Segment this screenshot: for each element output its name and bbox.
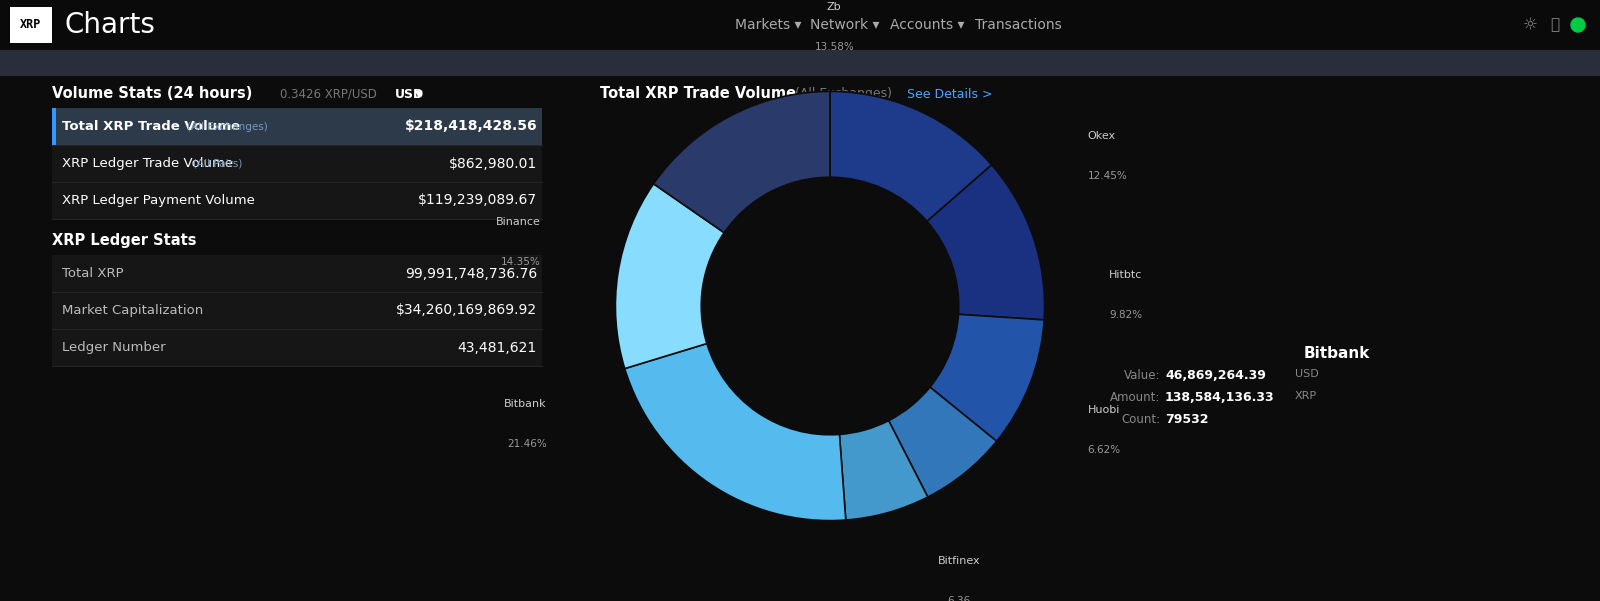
Text: XRP: XRP: [21, 19, 42, 31]
Wedge shape: [840, 421, 928, 520]
Text: USD: USD: [395, 88, 424, 100]
FancyBboxPatch shape: [0, 0, 1600, 50]
Text: Okex: Okex: [1088, 131, 1115, 141]
Wedge shape: [830, 91, 992, 221]
Text: Total XRP: Total XRP: [62, 267, 123, 280]
Text: 46,869,264.39: 46,869,264.39: [1165, 369, 1266, 382]
Text: 6.36: 6.36: [947, 596, 970, 601]
FancyBboxPatch shape: [51, 108, 542, 145]
Wedge shape: [930, 314, 1045, 441]
Text: 79532: 79532: [1165, 413, 1208, 426]
Text: USD: USD: [1294, 369, 1318, 379]
Text: Hitbtc: Hitbtc: [1109, 270, 1142, 280]
FancyBboxPatch shape: [51, 182, 542, 219]
Text: Transactions: Transactions: [974, 18, 1062, 32]
Text: 9.82%: 9.82%: [1109, 310, 1142, 320]
Text: $119,239,089.67: $119,239,089.67: [418, 194, 538, 207]
Text: (All Exchanges): (All Exchanges): [187, 121, 269, 132]
Text: Total XRP Trade Volume: Total XRP Trade Volume: [600, 87, 797, 102]
Text: 14.35%: 14.35%: [501, 257, 541, 267]
Text: 43,481,621: 43,481,621: [458, 341, 538, 355]
Text: Bitfinex: Bitfinex: [938, 556, 981, 566]
Text: Markets ▾: Markets ▾: [734, 18, 802, 32]
Text: 0.3426 XRP/USD: 0.3426 XRP/USD: [280, 88, 378, 100]
Text: Value:: Value:: [1123, 369, 1160, 382]
Text: Network ▾: Network ▾: [810, 18, 880, 32]
Text: ☼: ☼: [1523, 16, 1538, 34]
Text: Ledger Number: Ledger Number: [62, 341, 166, 354]
Text: Zb: Zb: [827, 2, 842, 12]
Text: 6.62%: 6.62%: [1088, 445, 1120, 456]
Text: Total XRP Trade Volume: Total XRP Trade Volume: [62, 120, 240, 133]
FancyBboxPatch shape: [51, 292, 542, 329]
Wedge shape: [888, 387, 997, 497]
Text: 12.45%: 12.45%: [1088, 171, 1128, 181]
FancyBboxPatch shape: [51, 108, 56, 145]
Text: 21.46%: 21.46%: [507, 439, 547, 449]
Text: Count:: Count:: [1122, 413, 1160, 426]
Text: 13.58%: 13.58%: [814, 42, 854, 52]
Text: Market Capitalization: Market Capitalization: [62, 304, 203, 317]
Text: Charts: Charts: [64, 11, 155, 39]
Wedge shape: [926, 165, 1045, 320]
Text: Bitbank: Bitbank: [504, 399, 547, 409]
Text: $218,418,428.56: $218,418,428.56: [405, 120, 538, 133]
Text: Binance: Binance: [496, 216, 541, 227]
Text: (All Pairs): (All Pairs): [194, 159, 243, 168]
FancyBboxPatch shape: [51, 145, 542, 182]
Circle shape: [1571, 18, 1586, 32]
Text: Accounts ▾: Accounts ▾: [890, 18, 965, 32]
Text: Bitbank: Bitbank: [1304, 346, 1370, 361]
Text: Volume Stats (24 hours): Volume Stats (24 hours): [51, 87, 253, 102]
Text: XRP Ledger Payment Volume: XRP Ledger Payment Volume: [62, 194, 254, 207]
Text: XRP Ledger Stats: XRP Ledger Stats: [51, 234, 197, 248]
Text: ⓘ: ⓘ: [1550, 17, 1560, 32]
Text: $34,260,169,869.92: $34,260,169,869.92: [395, 304, 538, 317]
Wedge shape: [653, 91, 830, 233]
Text: Huobi: Huobi: [1088, 406, 1120, 415]
Text: Amount:: Amount:: [1110, 391, 1160, 404]
FancyBboxPatch shape: [10, 7, 51, 43]
Text: See Details >: See Details >: [907, 88, 992, 100]
Text: 138,584,136.33: 138,584,136.33: [1165, 391, 1275, 404]
Text: XRP: XRP: [1294, 391, 1317, 401]
FancyBboxPatch shape: [51, 329, 542, 366]
Text: XRP Ledger Trade Volume: XRP Ledger Trade Volume: [62, 157, 234, 170]
Text: 99,991,748,736.76: 99,991,748,736.76: [405, 266, 538, 281]
FancyBboxPatch shape: [51, 255, 542, 292]
Text: $862,980.01: $862,980.01: [448, 156, 538, 171]
Text: ▼: ▼: [414, 89, 422, 99]
Text: (All Exchanges): (All Exchanges): [795, 88, 893, 100]
Wedge shape: [624, 344, 846, 520]
FancyBboxPatch shape: [0, 50, 1600, 76]
Wedge shape: [616, 184, 725, 368]
